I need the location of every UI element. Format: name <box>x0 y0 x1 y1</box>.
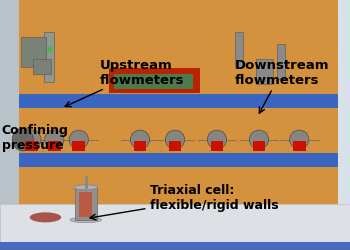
Ellipse shape <box>207 130 227 150</box>
Ellipse shape <box>69 130 88 150</box>
Ellipse shape <box>70 217 101 223</box>
Ellipse shape <box>130 130 150 150</box>
Text: Downstream
flowmeters: Downstream flowmeters <box>234 58 329 114</box>
Text: Triaxial cell:
flexible/rigid walls: Triaxial cell: flexible/rigid walls <box>90 183 279 220</box>
Bar <box>25 142 38 151</box>
Ellipse shape <box>45 130 64 150</box>
Bar <box>33 60 51 75</box>
Bar <box>48 142 61 151</box>
Ellipse shape <box>30 212 61 222</box>
Bar <box>0 242 350 250</box>
Bar <box>169 142 181 151</box>
Text: Confining
pressure: Confining pressure <box>2 123 69 151</box>
Bar <box>19 95 338 109</box>
Bar <box>108 69 200 94</box>
Text: Upstream
flowmeters: Upstream flowmeters <box>65 58 184 107</box>
Ellipse shape <box>165 130 185 150</box>
Bar <box>79 192 92 218</box>
Ellipse shape <box>290 130 309 150</box>
Bar <box>44 32 54 82</box>
Ellipse shape <box>74 185 98 190</box>
Bar <box>211 142 223 151</box>
Bar <box>21 38 46 68</box>
Bar <box>114 75 192 90</box>
Bar <box>253 142 265 151</box>
Bar <box>19 154 338 168</box>
Bar <box>0 204 350 250</box>
Bar <box>0 0 19 250</box>
Ellipse shape <box>249 130 269 150</box>
Ellipse shape <box>12 129 33 151</box>
Bar <box>256 60 273 85</box>
Bar <box>276 45 285 80</box>
Bar <box>134 142 146 151</box>
Bar <box>75 188 97 220</box>
Bar <box>234 32 243 68</box>
Bar <box>72 142 85 151</box>
Bar <box>293 142 306 151</box>
Bar <box>338 0 350 250</box>
Ellipse shape <box>22 130 41 150</box>
